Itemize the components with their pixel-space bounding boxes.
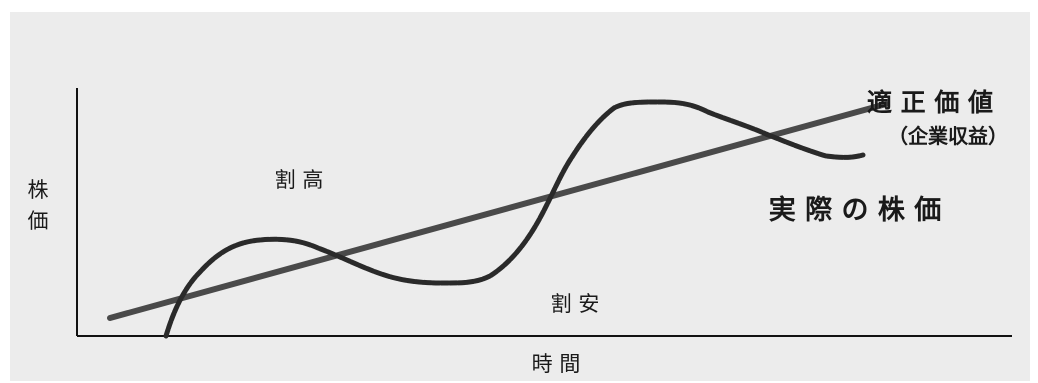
y-axis-label-char-2: 価	[28, 209, 49, 233]
diagram-background	[10, 12, 1030, 381]
actual-price-curve	[163, 99, 866, 339]
y-axis-label-char-1: 株	[28, 178, 49, 202]
undervalued-label: 割 安	[551, 292, 600, 316]
overvalued-label: 割 高	[275, 168, 324, 192]
actual-price-label: 実 際 の 株 価	[769, 194, 942, 226]
fair-value-title: 適 正 価 値	[867, 88, 993, 117]
fair-value-line	[107, 101, 889, 321]
x-axis-label: 時 間	[532, 352, 581, 376]
fair-value-subtitle: （企業収益）	[888, 124, 1008, 148]
